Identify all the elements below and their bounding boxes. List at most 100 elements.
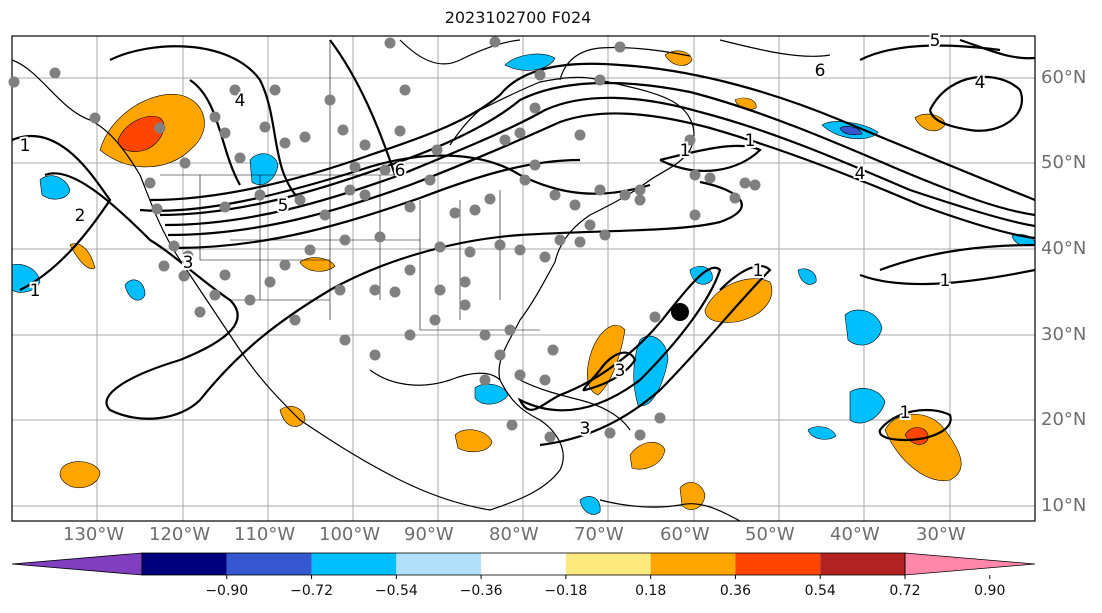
negative-anomaly	[807, 426, 837, 440]
station-marker	[619, 189, 631, 201]
station-marker	[229, 84, 241, 96]
colorbar-segment	[226, 553, 312, 575]
colorbar-segment	[735, 553, 821, 575]
station-marker	[544, 431, 556, 443]
station-marker	[339, 234, 351, 246]
station-marker	[234, 152, 246, 164]
colorbar-segment	[311, 553, 397, 575]
station-marker	[449, 207, 461, 219]
station-marker	[514, 244, 526, 256]
colorbar-tick-label: 0.72	[889, 583, 921, 599]
positive-anomaly	[59, 461, 101, 489]
station-marker	[459, 299, 471, 311]
station-marker	[8, 76, 20, 88]
station-marker	[178, 270, 190, 282]
latitude-label: 60°N	[1041, 67, 1087, 88]
station-marker	[344, 184, 356, 196]
station-marker	[634, 194, 646, 206]
positive-anomaly	[454, 429, 493, 453]
station-marker	[394, 125, 406, 137]
station-marker	[389, 286, 401, 298]
latitude-label: 20°N	[1041, 409, 1087, 430]
colorbar-segment	[396, 553, 482, 575]
contour-label: 6	[815, 61, 826, 81]
station-marker	[547, 344, 559, 356]
station-marker	[464, 246, 476, 258]
strong-positive-anomaly	[117, 116, 165, 152]
longitude-label: 40°W	[830, 524, 880, 545]
contour-lines	[12, 38, 1035, 447]
station-marker	[479, 329, 491, 341]
negative-anomaly	[797, 268, 817, 285]
contour-label: 6	[395, 161, 406, 181]
station-marker	[529, 159, 541, 171]
station-marker	[279, 137, 291, 149]
station-marker	[349, 161, 361, 173]
station-marker	[519, 174, 531, 186]
station-marker	[654, 412, 666, 424]
longitude-label: 60°W	[660, 524, 710, 545]
station-marker	[529, 102, 541, 114]
station-marker	[154, 122, 166, 134]
station-marker	[209, 289, 221, 301]
station-marker	[594, 74, 606, 86]
colorbar-tick-label: −0.90	[205, 583, 249, 599]
longitude-label: 50°W	[745, 524, 795, 545]
positive-anomaly	[299, 257, 336, 272]
station-marker	[404, 329, 416, 341]
station-marker	[684, 134, 696, 146]
negative-anomaly	[579, 496, 601, 515]
negative-anomaly	[633, 335, 669, 407]
station-marker	[584, 219, 596, 231]
colorbar	[11, 552, 1036, 579]
positive-anomaly	[679, 482, 706, 510]
station-marker	[384, 37, 396, 49]
station-marker	[168, 240, 180, 252]
station-marker	[324, 94, 336, 106]
contour-label: 1	[940, 271, 951, 291]
station-marker	[489, 36, 501, 48]
negative-anomaly	[844, 309, 883, 346]
contour-label: 4	[855, 164, 866, 184]
colorbar-tick-label: 0.54	[804, 583, 836, 599]
longitude-label: 130°W	[63, 524, 125, 545]
colorbar-tick-label: −0.54	[374, 583, 418, 599]
contour-label: 1	[20, 136, 31, 156]
negative-anomaly	[39, 175, 71, 200]
contour-label: 3	[615, 361, 626, 381]
station-marker	[689, 209, 701, 221]
station-marker	[504, 324, 516, 336]
station-marker	[424, 174, 436, 186]
station-marker	[434, 284, 446, 296]
station-marker	[337, 124, 349, 136]
station-marker	[319, 209, 331, 221]
station-marker	[209, 111, 221, 123]
station-marker	[594, 184, 606, 196]
positive-anomaly	[279, 406, 306, 427]
station-marker	[506, 419, 518, 431]
station-marker	[479, 374, 491, 386]
contour-label: 1	[745, 131, 756, 151]
station-marker	[469, 204, 481, 216]
contour-label: 4	[235, 91, 246, 111]
station-marker	[369, 349, 381, 361]
station-marker	[599, 229, 611, 241]
station-marker	[151, 203, 163, 215]
station-marker	[359, 139, 371, 151]
station-marker	[499, 134, 511, 146]
longitude-label: 70°W	[574, 524, 624, 545]
colorbar-segment	[481, 553, 566, 575]
positive-anomaly	[629, 442, 666, 470]
station-marker	[729, 192, 741, 204]
station-marker	[434, 241, 446, 253]
colorbar-tick-label: −0.36	[459, 583, 503, 599]
station-marker	[244, 294, 256, 306]
contour-label: 5	[930, 31, 941, 51]
station-marker	[634, 429, 646, 441]
station-marker	[494, 239, 506, 251]
colorbar-frame	[141, 552, 906, 576]
contour-label: 1	[753, 261, 764, 281]
storm-center-marker	[671, 303, 689, 321]
station-marker	[459, 276, 471, 288]
